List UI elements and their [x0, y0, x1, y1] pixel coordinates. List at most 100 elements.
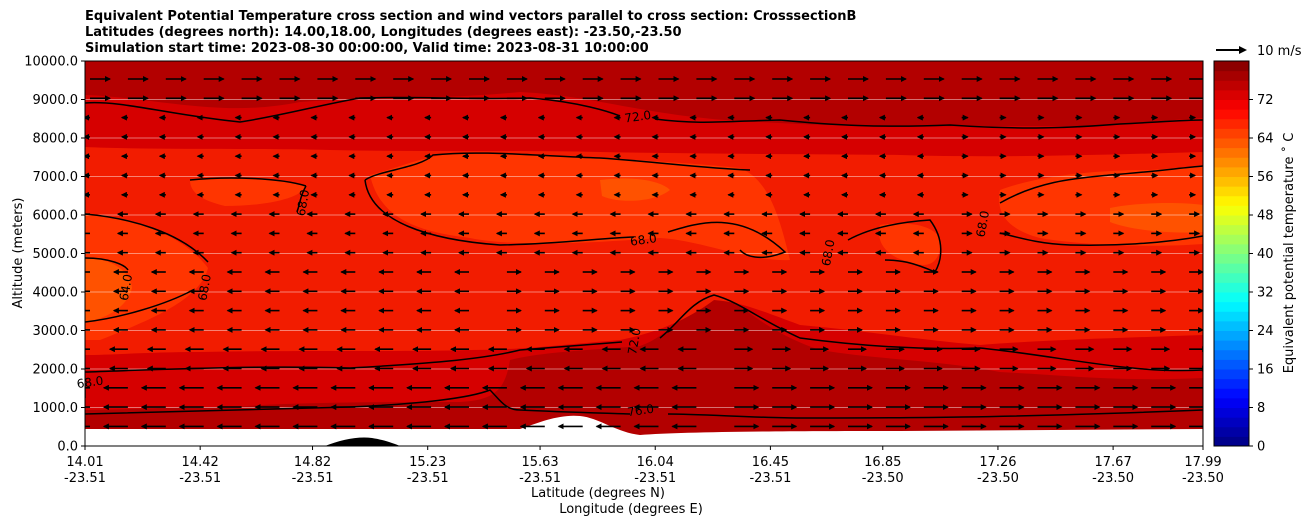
colorbar-band — [1214, 417, 1249, 428]
y-tick-label: 2000.0 — [33, 363, 79, 378]
colorbar-band — [1214, 166, 1249, 177]
colorbar-band — [1214, 138, 1249, 149]
colorbar-band — [1214, 292, 1249, 303]
colorbar-tick-label: 32 — [1257, 286, 1274, 301]
colorbar-band — [1214, 157, 1249, 168]
x-tick-label-lat: 16.04 — [637, 455, 674, 470]
contour-label: 68.0 — [629, 231, 657, 249]
colorbar-band — [1214, 109, 1249, 120]
colorbar-band — [1214, 147, 1249, 158]
y-axis: 0.0 1000.0 2000.0 3000.0 4000.0 5000.0 6000.0 7… — [24, 55, 85, 455]
x-tick-label-lon: -23.50 — [977, 471, 1019, 486]
colorbar-band — [1214, 263, 1249, 274]
y-tick-label: 4000.0 — [33, 286, 79, 301]
colorbar-band — [1214, 205, 1249, 216]
x-tick-label-lat: 14.82 — [294, 455, 331, 470]
colorbar-band — [1214, 186, 1249, 197]
colorbar-band — [1214, 378, 1249, 389]
quiver-key: 10 m/s — [1216, 44, 1302, 59]
y-tick-label: 7000.0 — [33, 170, 79, 185]
colorbar-band — [1214, 388, 1249, 399]
colorbar-band — [1214, 282, 1249, 293]
colorbar-tick-label: 56 — [1257, 170, 1274, 185]
x-axis-label-longitude: Longitude (degrees E) — [559, 502, 703, 517]
x-tick-label-lat: 17.67 — [1095, 455, 1132, 470]
colorbar-tick-label: 72 — [1257, 93, 1274, 108]
y-tick-label: 3000.0 — [33, 324, 79, 339]
x-tick-label-lat: 17.99 — [1184, 455, 1221, 470]
x-tick-label-lon: -23.51 — [64, 471, 106, 486]
colorbar-band — [1214, 128, 1249, 139]
colorbar-tick-label: 24 — [1257, 324, 1274, 339]
x-tick-label-lon: -23.51 — [292, 471, 334, 486]
colorbar: 0 8 16 24 32 40 48 56 64 72 Equivalent potential … — [1213, 60, 1297, 455]
colorbar-band — [1214, 99, 1249, 110]
contour-label: 68.0 — [819, 238, 837, 267]
terrain-mask — [85, 415, 1203, 446]
chart-title-line-2: Latitudes (degrees north): 14.00,18.00, … — [85, 25, 682, 40]
contour-label: 68.0 — [76, 374, 104, 392]
colorbar-band — [1214, 195, 1249, 206]
chart-title-line-1: Equivalent Potential Temperature cross s… — [85, 9, 857, 24]
y-axis-label: Altitude (meters) — [11, 198, 26, 309]
y-tick-label: 6000.0 — [33, 209, 79, 224]
contour-label: 68.0 — [974, 210, 992, 239]
contour-label: 72.0 — [625, 327, 643, 356]
colorbar-band — [1214, 118, 1249, 129]
colorbar-band — [1214, 359, 1249, 370]
colorbar-band — [1214, 272, 1249, 283]
x-tick-label-lat: 16.45 — [752, 455, 789, 470]
colorbar-band — [1214, 215, 1249, 226]
contour-label: 68.0 — [195, 273, 213, 302]
colorbar-band — [1214, 89, 1249, 100]
wind-vectors — [85, 76, 1203, 430]
colorbar-band — [1214, 311, 1249, 322]
colorbar-tick-label: 8 — [1257, 401, 1265, 416]
colorbar-band — [1214, 176, 1249, 187]
contour-labels: 72.0 68.0 68.0 68.0 68.0 68.0 64.0 72.0 68.0 76.0 — [76, 108, 992, 419]
colorbar-band — [1214, 224, 1249, 235]
y-tick-label: 8000.0 — [33, 132, 79, 147]
colorbar-band — [1214, 301, 1249, 312]
colorbar-label: Equivalent potential temperature ˚ C — [1281, 133, 1297, 374]
x-tick-label-lon: -23.51 — [519, 471, 561, 486]
y-tick-label: 0.0 — [57, 440, 78, 455]
contour-lines — [85, 96, 1203, 419]
colorbar-tick-label: 48 — [1257, 209, 1274, 224]
contour-label: 68.0 — [294, 188, 312, 217]
x-tick-label-lat: 14.01 — [66, 455, 103, 470]
colorbar-tick-label: 0 — [1257, 440, 1265, 455]
colorbar-tick-label: 16 — [1257, 363, 1274, 378]
colorbar-band — [1214, 407, 1249, 418]
x-axis-label-latitude: Latitude (degrees N) — [531, 486, 665, 501]
colorbar-band — [1214, 369, 1249, 380]
colorbar-tick-label: 64 — [1257, 132, 1274, 147]
x-tick-label-lon: -23.51 — [179, 471, 221, 486]
x-tick-label-lon: -23.50 — [862, 471, 904, 486]
x-tick-label-lon: -23.51 — [407, 471, 449, 486]
x-tick-label-lat: 15.23 — [409, 455, 446, 470]
x-tick-label-lon: -23.51 — [749, 471, 791, 486]
contour-label: 72.0 — [624, 108, 652, 126]
x-tick-label-lon: -23.50 — [1182, 471, 1224, 486]
colorbar-band — [1214, 330, 1249, 341]
y-tick-label: 5000.0 — [33, 247, 79, 262]
colorbar-tick-label: 40 — [1257, 247, 1274, 262]
x-tick-label-lon: -23.50 — [1092, 471, 1134, 486]
colorbar-band — [1214, 243, 1249, 254]
colorbar-band — [1214, 426, 1249, 437]
colorbar-band — [1214, 80, 1249, 91]
x-tick-label-lat: 17.26 — [979, 455, 1016, 470]
colorbar-band — [1214, 349, 1249, 360]
quiver-key-label: 10 m/s — [1257, 44, 1302, 59]
colorbar-band — [1214, 61, 1249, 72]
y-tick-label: 10000.0 — [24, 55, 78, 70]
colorbar-band — [1214, 234, 1249, 245]
colorbar-band — [1214, 436, 1249, 447]
colorbar-band — [1214, 70, 1249, 81]
colorbar-band — [1214, 340, 1249, 351]
contour-label: 76.0 — [626, 402, 654, 420]
contour-label: 64.0 — [117, 273, 135, 302]
